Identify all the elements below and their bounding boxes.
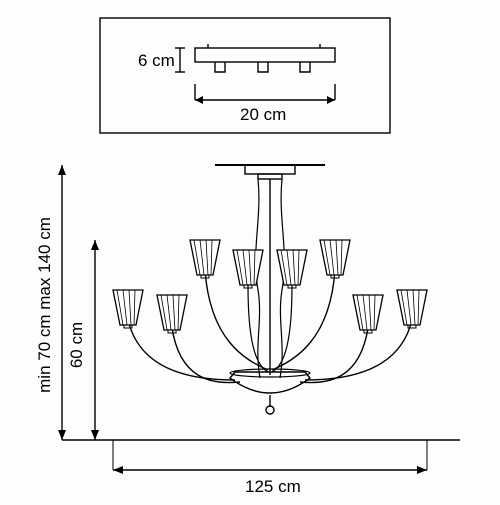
shade-lower-far-left [113,290,143,328]
shade-upper-mid-left [233,250,263,288]
height-label: 60 cm [67,322,86,368]
chandelier-drawing [113,165,427,414]
drawing-svg: 6 cm 20 cm [0,0,500,500]
technical-diagram: 6 cm 20 cm [0,0,500,500]
shade-lower-mid-right [353,295,383,333]
height-dimension: 60 cm [67,240,99,440]
mount-height-label: 6 cm [138,51,175,70]
shade-lower-far-right [397,290,427,328]
shade-upper-right [320,240,350,278]
height-range-dimension: min 70 cm max 140 cm [35,165,66,440]
height-range-label: min 70 cm max 140 cm [35,217,54,393]
width-dimension: 125 cm [113,440,427,496]
ceiling-mount-detail: 6 cm 20 cm [100,18,390,133]
shade-upper-left [190,240,220,278]
shade-lower-mid-left [157,295,187,333]
mount-width-label: 20 cm [240,105,286,124]
shade-upper-mid-right [277,250,307,288]
width-label: 125 cm [245,477,301,496]
